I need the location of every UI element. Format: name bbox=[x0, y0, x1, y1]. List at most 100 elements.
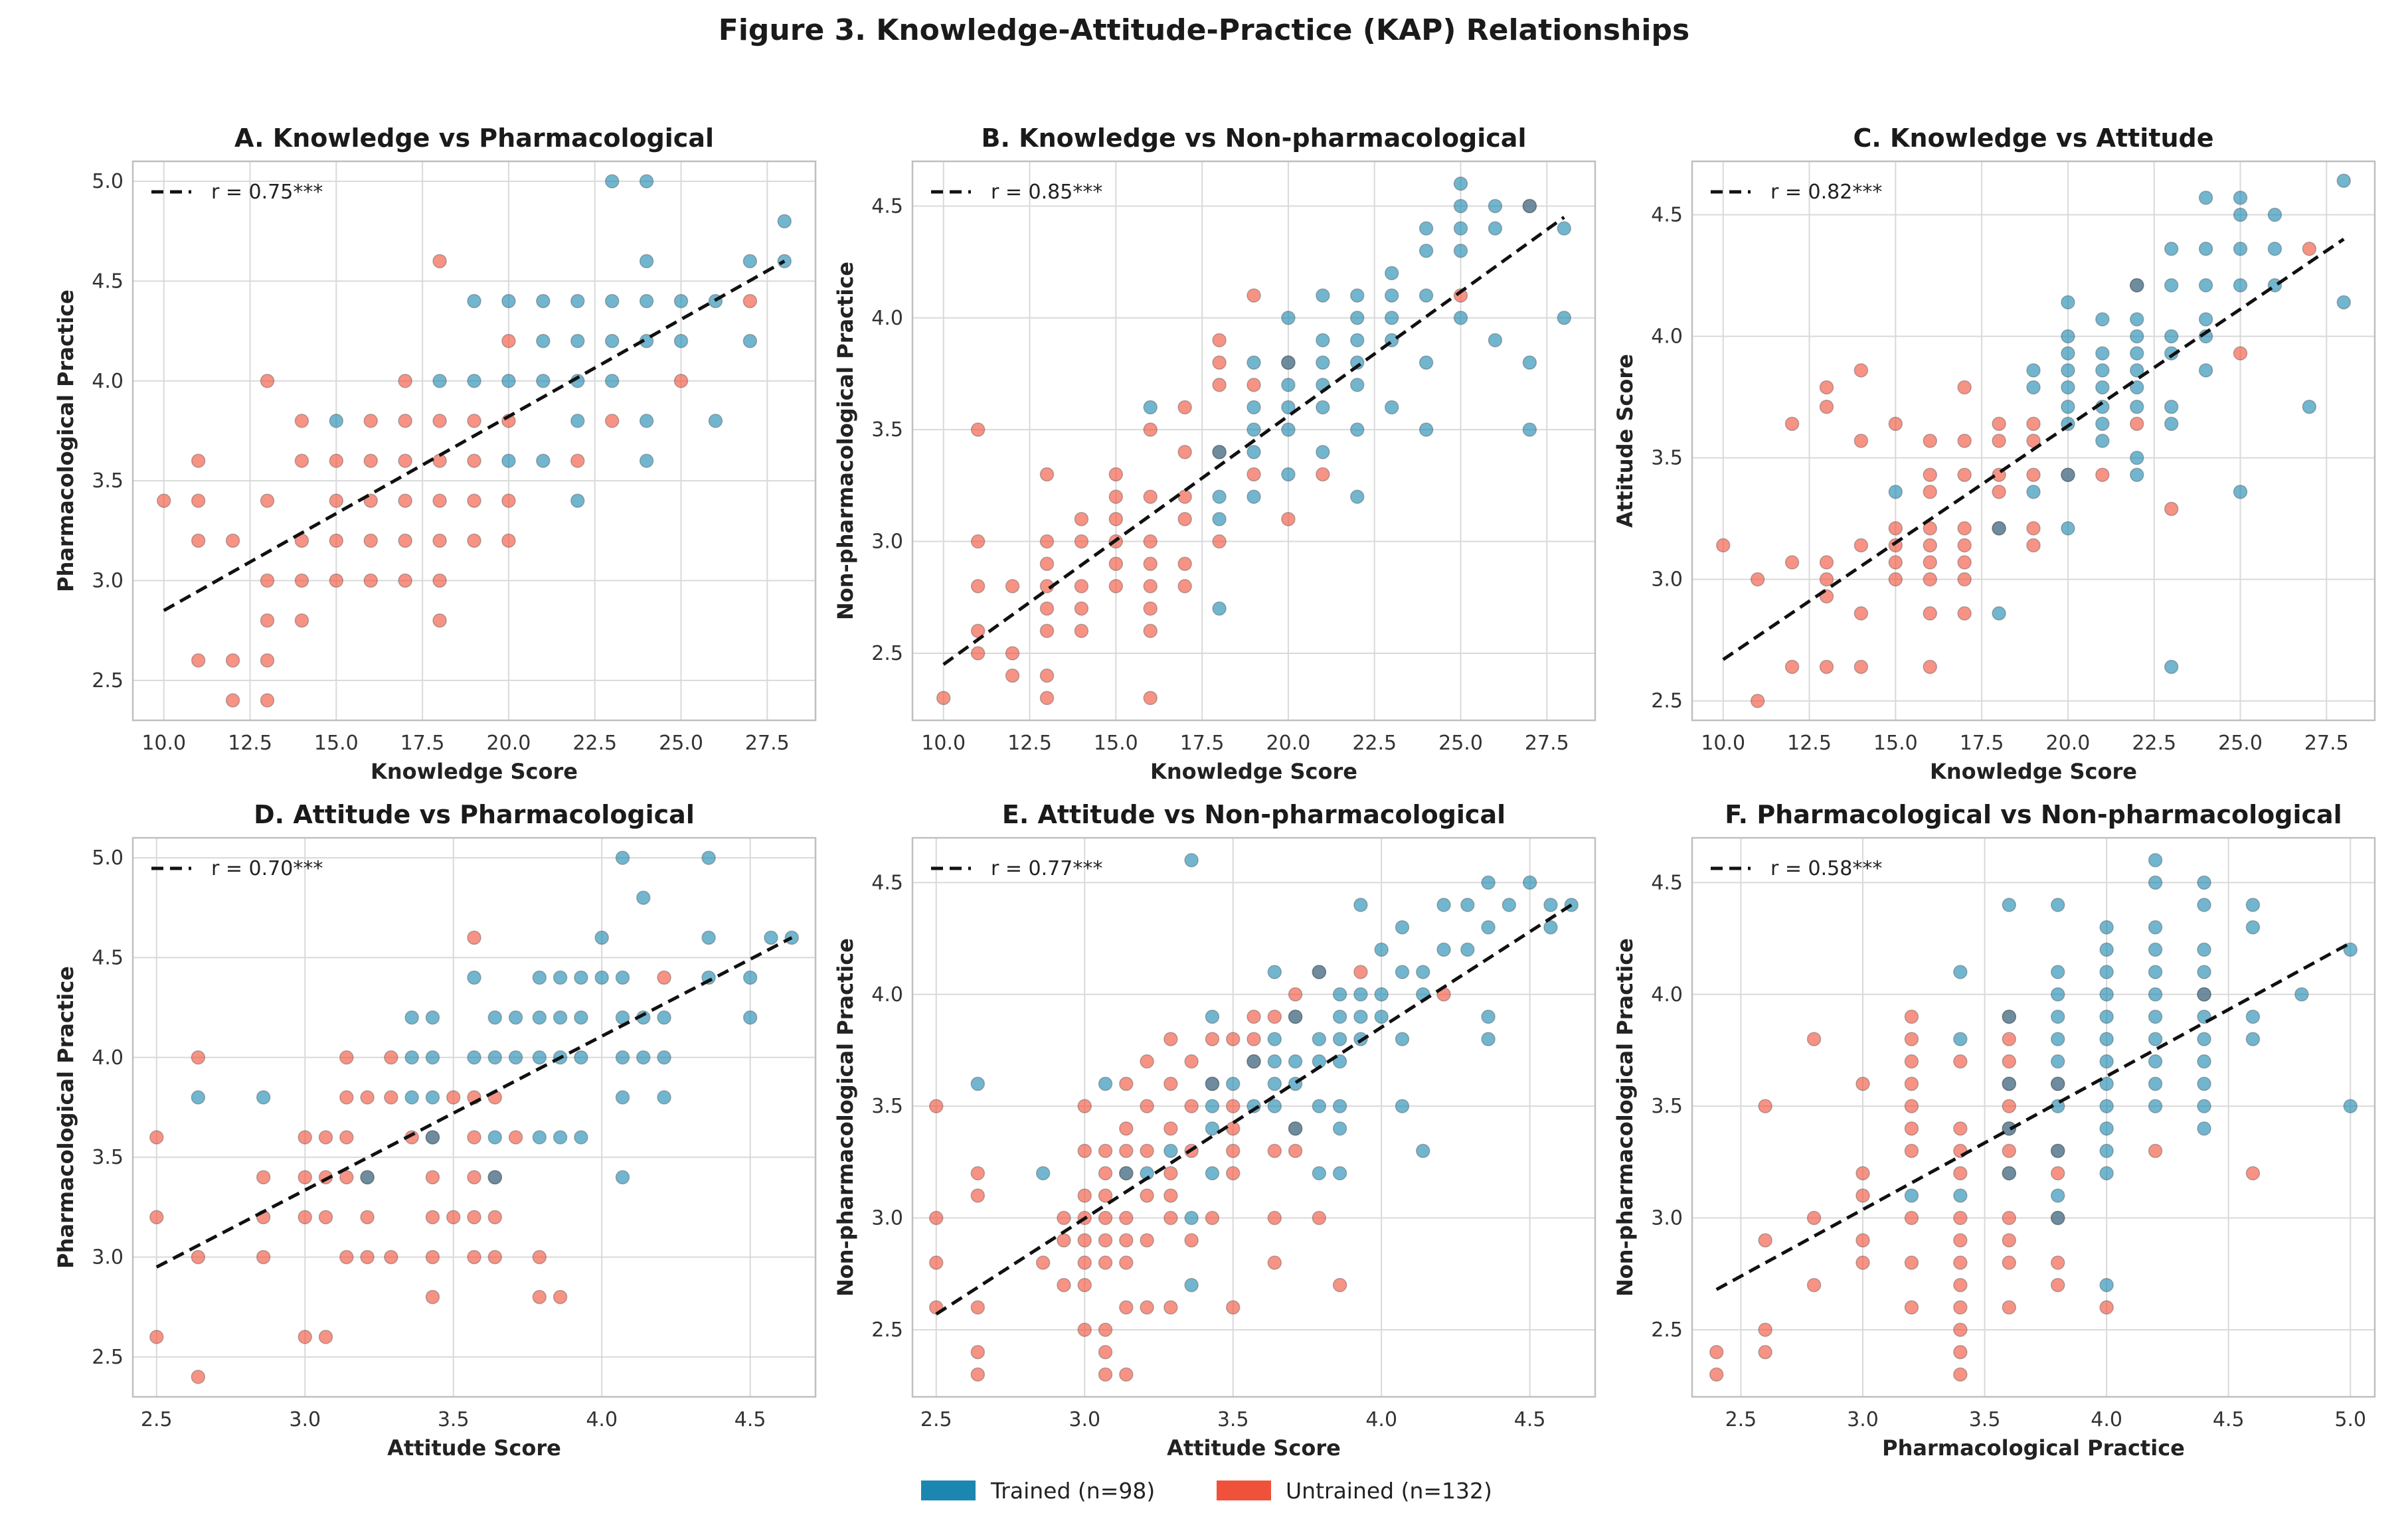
untrained-point bbox=[363, 453, 378, 468]
untrained-point bbox=[1953, 1344, 1968, 1360]
trained-point bbox=[1992, 606, 2006, 621]
untrained-point bbox=[360, 1090, 375, 1105]
trained-point bbox=[742, 970, 758, 985]
legend-trained-swatch bbox=[921, 1481, 976, 1500]
trained-point bbox=[1332, 1009, 1347, 1024]
untrained-point bbox=[1957, 380, 1972, 395]
untrained-point bbox=[432, 613, 447, 628]
trained-point bbox=[1350, 333, 1365, 348]
untrained-point bbox=[1855, 1233, 1870, 1247]
trained-point bbox=[1247, 489, 1261, 504]
trend-line bbox=[1715, 941, 2352, 1291]
x-tick-label: 3.5 bbox=[1969, 1408, 2001, 1431]
x-tick-label: 22.5 bbox=[2132, 732, 2176, 755]
trained-point bbox=[2099, 942, 2114, 957]
trained-point bbox=[1332, 1166, 1347, 1180]
y-tick-label: 4.5 bbox=[871, 195, 903, 218]
trained-point bbox=[329, 414, 344, 428]
trained-point bbox=[2099, 1121, 2114, 1136]
plot-area bbox=[133, 161, 816, 720]
trained-point bbox=[2164, 329, 2179, 344]
y-tick-label: 5.0 bbox=[92, 846, 124, 870]
untrained-point bbox=[260, 374, 275, 388]
y-tick-label: 4.0 bbox=[92, 1046, 124, 1070]
untrained-point bbox=[1758, 1099, 1772, 1113]
trained-point bbox=[1184, 1210, 1199, 1226]
untrained-point bbox=[1888, 521, 1903, 536]
y-tick-label: 4.5 bbox=[871, 871, 903, 894]
untrained-point bbox=[1992, 485, 2006, 499]
untrained-point bbox=[2026, 467, 2041, 483]
trained-point bbox=[553, 1010, 568, 1025]
untrained-point bbox=[1957, 521, 1972, 536]
trained-point bbox=[2197, 875, 2211, 890]
untrained-point bbox=[1853, 538, 1869, 553]
trained-point bbox=[1350, 288, 1365, 303]
trained-point bbox=[2061, 295, 2075, 310]
trained-point bbox=[570, 493, 585, 508]
x-tick-label: 4.0 bbox=[1365, 1408, 1397, 1431]
trained-point bbox=[1384, 311, 1399, 325]
untrained-point bbox=[1005, 646, 1020, 661]
x-tick-label: 3.0 bbox=[289, 1408, 321, 1431]
untrained-point bbox=[1143, 579, 1158, 594]
panel-title: C. Knowledge vs Attitude bbox=[1853, 123, 2213, 153]
untrained-point bbox=[1288, 1143, 1303, 1159]
trained-point bbox=[2130, 380, 2144, 395]
trained-point bbox=[1119, 1166, 1134, 1180]
trained-point bbox=[1205, 1166, 1220, 1180]
untrained-point bbox=[1855, 1188, 1870, 1203]
trained-point bbox=[2099, 1166, 2114, 1180]
untrained-point bbox=[1923, 467, 1937, 483]
trained-point bbox=[1281, 378, 1296, 392]
y-axis-label: Pharmacological Practice bbox=[53, 966, 78, 1269]
untrained-point bbox=[149, 1130, 164, 1145]
y-tick-label: 2.5 bbox=[871, 642, 903, 665]
untrained-point bbox=[1077, 1277, 1092, 1293]
trained-point bbox=[1481, 875, 1496, 890]
trained-point bbox=[1419, 422, 1434, 437]
x-tick-label: 12.5 bbox=[1007, 732, 1052, 755]
untrained-point bbox=[1212, 333, 1227, 348]
untrained-point bbox=[1098, 1344, 1113, 1360]
trained-point bbox=[615, 1090, 630, 1105]
y-tick-label: 4.0 bbox=[92, 370, 124, 393]
trained-point bbox=[2198, 242, 2213, 256]
trained-point bbox=[2026, 363, 2041, 378]
untrained-point bbox=[467, 414, 481, 428]
panel-e: 2.5 3.0 3.5 4.0 4.5 2.5 3.0 3.5 4.0 4.5 E. Attitud… bbox=[833, 800, 1596, 1461]
untrained-point bbox=[1074, 623, 1089, 639]
x-axis-label: Knowledge Score bbox=[371, 759, 578, 784]
x-tick-label: 22.5 bbox=[1352, 732, 1397, 755]
trained-point bbox=[1481, 1032, 1496, 1046]
untrained-point bbox=[1177, 556, 1192, 571]
trained-point bbox=[701, 850, 716, 865]
trained-point bbox=[1419, 243, 1434, 258]
trained-point bbox=[1267, 1032, 1282, 1046]
trained-point bbox=[604, 374, 620, 388]
untrained-point bbox=[1163, 1166, 1178, 1180]
trained-point bbox=[594, 970, 609, 985]
trained-point bbox=[1098, 1076, 1113, 1091]
untrained-point bbox=[1098, 1255, 1113, 1270]
trained-point bbox=[2198, 278, 2213, 293]
r-legend-label: r = 0.77*** bbox=[991, 857, 1102, 880]
untrained-point bbox=[329, 493, 344, 508]
untrained-point bbox=[1888, 555, 1903, 570]
trained-point bbox=[1416, 1143, 1430, 1159]
trained-point bbox=[1436, 898, 1451, 912]
untrained-point bbox=[2050, 1277, 2065, 1293]
untrained-point bbox=[1119, 1300, 1134, 1315]
trained-point bbox=[574, 970, 588, 985]
trained-point bbox=[2050, 1076, 2065, 1091]
untrained-point bbox=[1904, 1255, 1919, 1270]
trained-point bbox=[570, 333, 585, 349]
untrained-point bbox=[532, 1289, 547, 1305]
trained-point bbox=[1247, 1099, 1261, 1113]
untrained-point bbox=[1855, 1255, 1870, 1270]
untrained-point bbox=[2233, 346, 2248, 360]
untrained-point bbox=[1957, 434, 1972, 448]
panel-c: 10.0 12.5 15.0 17.5 20.0 22.5 25.0 27.5 2.5 3.0 3.… bbox=[1612, 123, 2376, 784]
trained-point bbox=[2197, 1121, 2211, 1136]
untrained-point bbox=[1953, 1054, 1968, 1069]
